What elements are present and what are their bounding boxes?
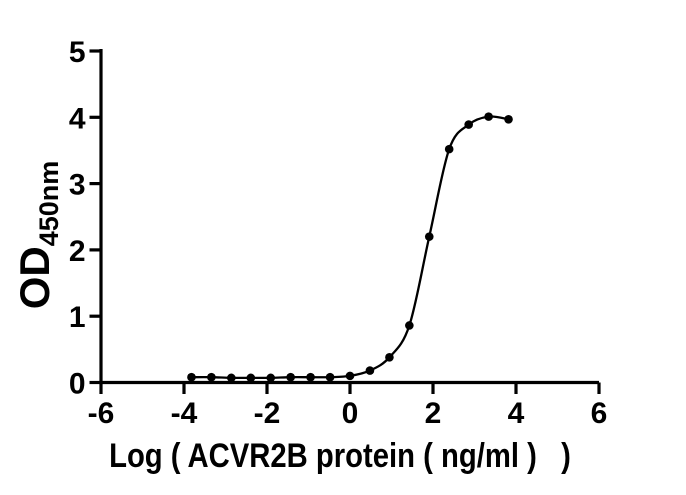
x-tick-label: 2 [425, 397, 442, 430]
data-point [325, 372, 335, 382]
x-axis-title: Log ( ACVR2B protein ( ng/ml ) ) [109, 437, 571, 475]
data-point [504, 114, 513, 124]
y-tick-label: 1 [69, 301, 86, 334]
y-tick-label: 3 [69, 169, 86, 202]
x-tick-label: -6 [88, 397, 115, 430]
y-axis-title: OD450nm [11, 161, 65, 310]
x-tick-label: -4 [171, 397, 198, 430]
data-point [484, 112, 493, 121]
y-axis-title-subscript: 450nm [34, 160, 64, 247]
data-point [365, 366, 375, 375]
x-tick-label: 6 [591, 397, 608, 430]
data-point [345, 371, 355, 381]
data-point [444, 144, 454, 154]
x-tick-label: 4 [508, 397, 525, 430]
x-tick-label: 0 [342, 397, 359, 430]
data-point [306, 372, 315, 382]
data-point [246, 373, 256, 383]
y-tick-label: 4 [69, 102, 86, 135]
y-tick-label: 0 [69, 368, 86, 401]
fit-curve [190, 115, 510, 380]
data-point [187, 372, 196, 382]
y-tick-label: 5 [69, 36, 86, 69]
data-point [405, 321, 414, 330]
data-point [286, 372, 295, 382]
y-axis-title-main: OD [11, 246, 58, 310]
data-point [207, 372, 216, 382]
data-point [464, 120, 473, 129]
data-point [266, 373, 276, 383]
data-point [385, 353, 394, 362]
x-tick-label: -2 [254, 397, 281, 430]
y-tick-label: 2 [69, 235, 86, 268]
data-point [227, 373, 236, 383]
data-point [424, 232, 434, 241]
